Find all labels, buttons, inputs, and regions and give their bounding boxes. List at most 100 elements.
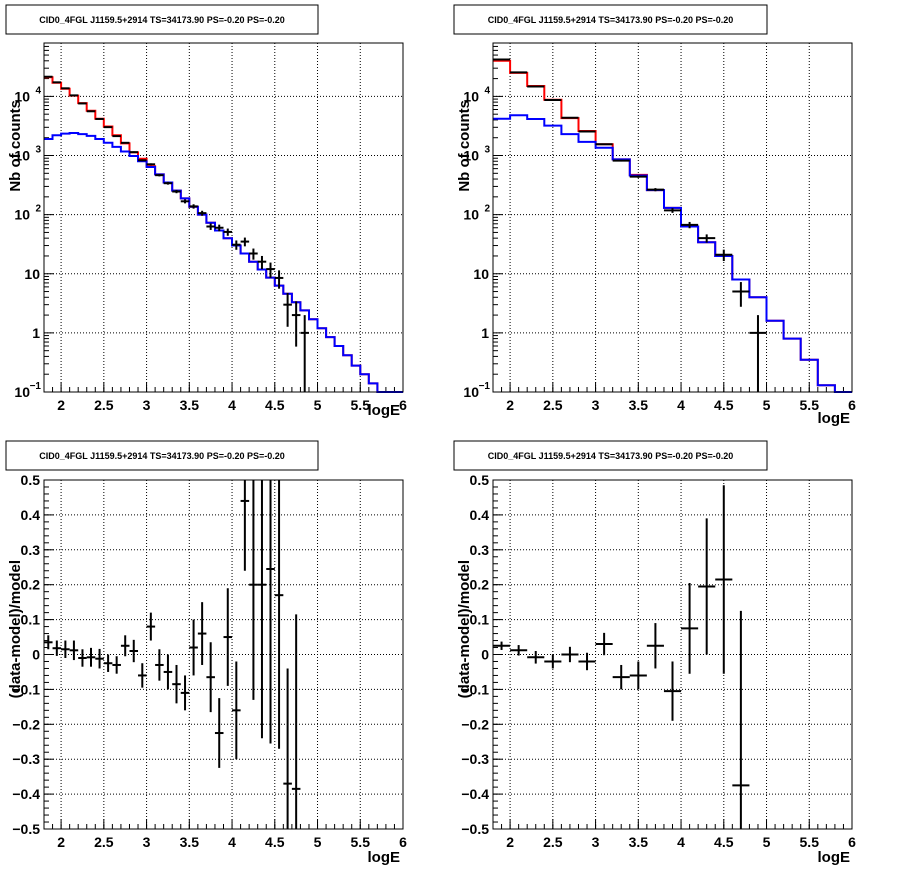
data-point xyxy=(95,117,104,120)
y-tick-label: 0.4 xyxy=(470,507,490,523)
x-axis-label: logE xyxy=(818,410,851,427)
data-point xyxy=(180,675,190,711)
data-point xyxy=(138,159,147,162)
data-point xyxy=(291,614,301,829)
y-tick-label: 0.2 xyxy=(470,577,490,593)
x-tick-label: 2.5 xyxy=(94,397,114,413)
y-tick-label: 1 xyxy=(481,325,489,341)
x-tick-label: 5 xyxy=(314,397,322,413)
data-point xyxy=(629,175,647,178)
data-point xyxy=(544,654,562,669)
x-tick-label: 3.5 xyxy=(629,397,649,413)
data-point xyxy=(646,188,664,192)
data-point xyxy=(266,480,275,744)
data-point xyxy=(163,654,173,690)
data-point xyxy=(112,656,121,674)
y-tick-label: 10 xyxy=(14,148,30,164)
data-point xyxy=(249,480,258,700)
y-tick-label: 0 xyxy=(32,647,40,663)
y-tick-label: 0.4 xyxy=(21,507,41,523)
data-point xyxy=(663,661,682,721)
data-point xyxy=(214,224,224,232)
data-point xyxy=(95,648,104,669)
data-point xyxy=(78,102,87,105)
data-point xyxy=(646,623,664,669)
data-point xyxy=(129,639,139,663)
chart-title: CID0_4FGL J1159.5+2914 TS=34173.90 PS=-0… xyxy=(39,15,285,25)
chart-pad-3: CID0_4FGL J1159.5+2914 TS=34173.90 PS=-0… xyxy=(5,440,407,866)
data-point xyxy=(732,282,750,307)
x-tick-label: 4 xyxy=(228,397,236,413)
data-point xyxy=(266,262,275,278)
x-tick-label: 4.5 xyxy=(265,834,285,850)
title-box xyxy=(453,440,768,471)
x-tick-label: 2 xyxy=(57,834,65,850)
data-point xyxy=(283,292,292,327)
y-tick-label: −0.5 xyxy=(461,821,489,837)
data-point xyxy=(206,642,215,713)
y-tick-label: 10 xyxy=(14,88,30,104)
y-tick-label: −0.1 xyxy=(12,681,40,697)
data-point xyxy=(103,126,113,129)
data-point xyxy=(663,208,682,213)
x-tick-label: 2.5 xyxy=(543,397,563,413)
data-point xyxy=(681,582,699,674)
y-tick-label: −0.4 xyxy=(12,786,40,802)
x-tick-label: 4 xyxy=(228,834,236,850)
data-point xyxy=(698,518,716,655)
data-point xyxy=(698,234,716,243)
data-point xyxy=(223,228,233,236)
y-tick-label: 0.5 xyxy=(470,472,490,488)
data-point xyxy=(214,698,224,768)
data-point xyxy=(189,619,198,676)
data-point xyxy=(146,163,156,166)
x-tick-label: 2 xyxy=(57,397,65,413)
x-tick-label: 3 xyxy=(592,397,600,413)
data-point xyxy=(163,181,173,185)
x-tick-label: 3 xyxy=(143,397,151,413)
blue-model-histogram xyxy=(44,132,403,393)
data-point xyxy=(223,588,233,686)
x-tick-label: 5 xyxy=(314,834,322,850)
x-tick-label: 3.5 xyxy=(180,397,200,413)
data-point xyxy=(715,485,733,674)
y-tick-label: 10 xyxy=(14,384,30,400)
y-tick-exponent: 3 xyxy=(484,145,490,156)
plot-frame xyxy=(492,42,853,393)
y-tick-exponent: 4 xyxy=(35,85,41,96)
y-tick-label: 10 xyxy=(463,88,479,104)
y-tick-label: −0.5 xyxy=(12,821,40,837)
data-point xyxy=(69,640,79,661)
x-tick-label: 5.5 xyxy=(351,397,371,413)
x-tick-label: 4.5 xyxy=(714,397,734,413)
data-point xyxy=(232,661,241,760)
data-point xyxy=(69,94,79,97)
data-point xyxy=(257,480,267,739)
data-point xyxy=(172,189,181,194)
x-tick-label: 2 xyxy=(506,397,514,413)
chart-pad-1: CID0_4FGL J1159.5+2914 TS=34173.90 PS=-0… xyxy=(5,4,407,419)
data-point xyxy=(155,174,164,177)
y-tick-exponent: 4 xyxy=(484,85,490,96)
data-point xyxy=(112,135,121,138)
x-tick-label: 4 xyxy=(677,397,685,413)
y-tick-label: −0.3 xyxy=(12,751,40,767)
y-tick-label: 0.1 xyxy=(470,612,490,628)
data-point xyxy=(86,110,96,113)
y-tick-label: 0.1 xyxy=(21,612,41,628)
x-tick-label: 4.5 xyxy=(265,397,285,413)
data-point xyxy=(155,649,164,681)
y-tick-label: 10 xyxy=(473,266,489,282)
title-box xyxy=(5,4,319,35)
y-tick-label: −0.3 xyxy=(461,751,489,767)
chart-title: CID0_4FGL J1159.5+2914 TS=34173.90 PS=-0… xyxy=(39,451,285,461)
x-axis-label: logE xyxy=(368,849,401,866)
data-point xyxy=(300,315,309,392)
x-tick-label: 6 xyxy=(399,834,407,850)
y-tick-label: 10 xyxy=(24,266,40,282)
y-tick-exponent: 2 xyxy=(484,204,490,215)
blue-model-histogram xyxy=(493,114,852,393)
data-point xyxy=(120,141,130,144)
data-point xyxy=(612,664,630,690)
data-point xyxy=(78,649,87,667)
